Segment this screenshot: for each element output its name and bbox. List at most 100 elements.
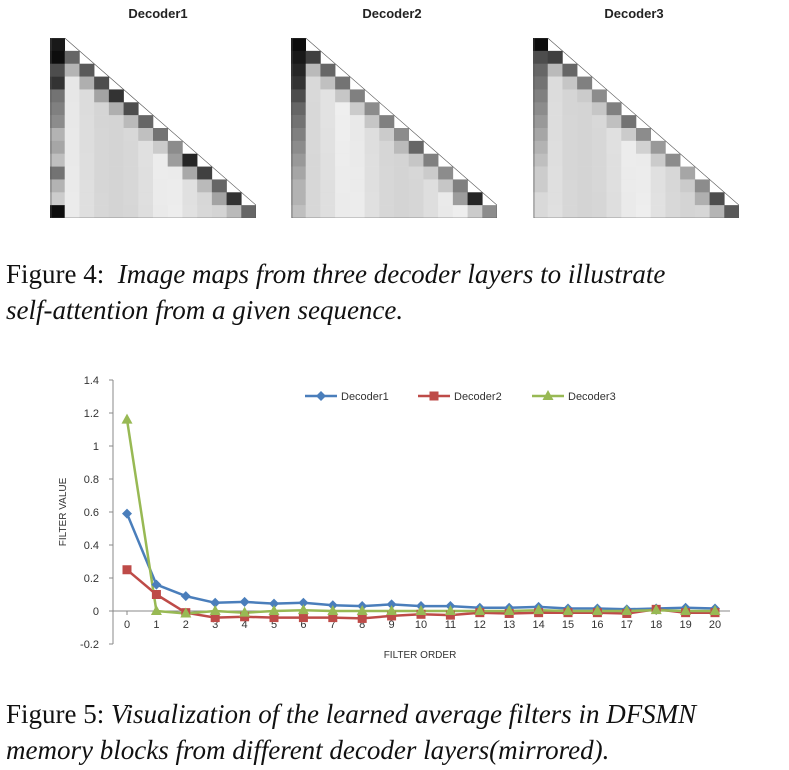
heatmap-cell <box>547 192 563 206</box>
heatmap-cell <box>320 153 336 167</box>
data-point-decoder2 <box>210 613 220 623</box>
heatmap-cell <box>94 140 110 155</box>
heatmap-cell <box>621 128 637 142</box>
heatmap-cell <box>320 192 336 206</box>
filter-line-chart: -0.200.20.40.60.811.21.40 1 2 3 4 5 6 7 8 9 10 11 12… <box>58 375 730 661</box>
heatmap-cell <box>291 153 307 167</box>
heatmap-cell <box>320 128 336 142</box>
heatmap-cell <box>562 140 578 155</box>
heatmap-cell <box>50 128 66 142</box>
heatmap-cell <box>394 179 410 193</box>
data-point-decoder2 <box>151 590 161 599</box>
heatmap-cell <box>591 140 607 155</box>
y-tick-label: 0.6 <box>84 507 99 519</box>
figure5-caption-line1: Visualization of the learned average fil… <box>111 699 697 729</box>
heatmap-cell <box>64 205 80 218</box>
heatmap-cell <box>547 102 563 116</box>
heatmap-cell <box>562 179 578 193</box>
y-tick-label: 0.4 <box>84 540 99 552</box>
heatmap-cell <box>64 140 80 155</box>
heatmap-cell <box>621 166 637 180</box>
heatmap-cell <box>79 76 95 90</box>
heatmap-cell <box>636 166 652 180</box>
heatmap-cell <box>94 192 110 206</box>
heatmap-cell <box>547 128 563 142</box>
heatmap-cell <box>591 89 607 103</box>
x-tick-label: 1 <box>153 619 159 631</box>
heatmap-cell <box>547 63 563 77</box>
y-tick-label: -0.2 <box>80 639 99 651</box>
heatmap-cell <box>408 205 424 218</box>
heatmap-cell <box>335 179 351 193</box>
heatmap-cell <box>320 89 336 103</box>
heatmap-cell <box>591 166 607 180</box>
heatmap-cell <box>153 128 169 142</box>
heatmap-cell <box>64 76 80 90</box>
heatmap-cell <box>379 153 395 167</box>
heatmap-cell <box>94 128 110 142</box>
heatmap-cell <box>591 153 607 167</box>
heatmap-cell <box>305 166 321 180</box>
heatmap-title-decoder3: Decoder3 <box>604 6 664 21</box>
heatmap-cell <box>167 179 183 193</box>
heatmap-cell <box>153 166 169 180</box>
heatmap-cell <box>349 102 365 116</box>
heatmap-decoder2 <box>291 38 497 218</box>
heatmap-cell <box>305 50 321 65</box>
heatmap-cell <box>305 115 321 129</box>
heatmap-cell <box>305 179 321 193</box>
heatmap-cell <box>364 102 380 116</box>
heatmap-cell <box>50 140 66 155</box>
heatmap-cell <box>709 192 725 206</box>
data-point-decoder3 <box>591 605 603 615</box>
heatmap-cell <box>79 115 95 129</box>
heatmap-cell <box>606 153 622 167</box>
heatmap-cell <box>547 50 563 65</box>
heatmap-cell <box>305 102 321 116</box>
heatmap-cell <box>50 205 66 218</box>
heatmap-cell <box>379 179 395 193</box>
x-tick-label: 16 <box>591 619 603 631</box>
heatmap-cell <box>452 205 468 218</box>
heatmap-cell <box>64 166 80 180</box>
heatmap-cell <box>50 89 66 103</box>
data-point-decoder3 <box>209 605 221 615</box>
heatmap-cell <box>364 205 380 218</box>
heatmap-cell <box>606 102 622 116</box>
heatmap-cell <box>591 115 607 129</box>
x-tick-label: 5 <box>271 619 277 631</box>
heatmap-cell <box>349 128 365 142</box>
heatmap-cell <box>577 128 593 142</box>
x-tick-label: 13 <box>503 619 515 631</box>
y-tick-label: 1 <box>93 441 99 453</box>
heatmap-cell <box>153 140 169 155</box>
heatmap-cell <box>394 140 410 155</box>
x-tick-label: 10 <box>415 619 427 631</box>
heatmap-cell <box>665 192 681 206</box>
figure5-caption: Figure 5: Visualization of the learned a… <box>6 696 696 768</box>
heatmap-cell <box>305 128 321 142</box>
heatmap-cell <box>547 76 563 90</box>
heatmap-cell <box>533 38 549 52</box>
heatmap-cell <box>335 166 351 180</box>
x-tick-label: 14 <box>532 619 544 631</box>
heatmap-cell <box>320 76 336 90</box>
heatmap-title-decoder2: Decoder2 <box>362 6 422 21</box>
heatmap-cell <box>364 166 380 180</box>
heatmap-cell <box>533 102 549 116</box>
heatmap-cell <box>379 166 395 180</box>
heatmap-cell <box>153 192 169 206</box>
heatmap-cell <box>636 179 652 193</box>
heatmap-cell <box>606 192 622 206</box>
heatmap-cell <box>533 63 549 77</box>
heatmap-cell <box>138 166 154 180</box>
heatmap-cell <box>562 166 578 180</box>
heatmap-cell <box>591 179 607 193</box>
heatmap-cell <box>79 89 95 103</box>
heatmap-cell <box>349 166 365 180</box>
heatmap-cell <box>79 63 95 77</box>
heatmap-cell <box>547 140 563 155</box>
heatmap-cell <box>79 102 95 116</box>
heatmap-cell <box>291 140 307 155</box>
heatmap-cell <box>562 89 578 103</box>
